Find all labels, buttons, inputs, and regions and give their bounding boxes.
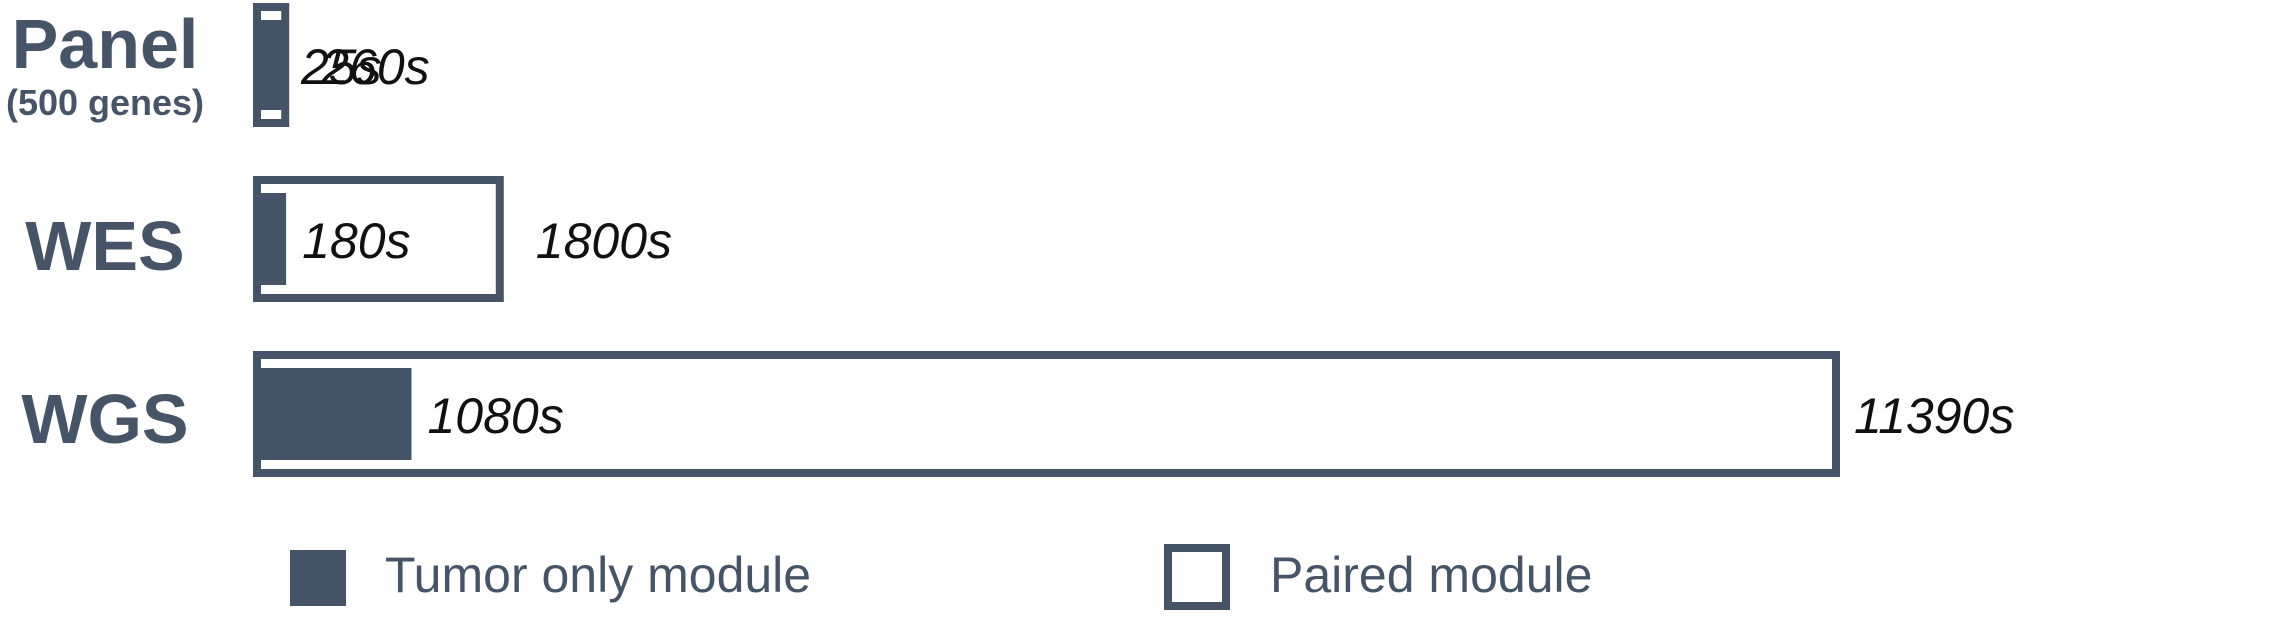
tumor-only-bar-wgs	[261, 368, 412, 460]
category-label-wes: WES	[25, 207, 184, 285]
tumor-only-bar-panel	[261, 20, 285, 110]
category-label-panel: Panel	[12, 5, 199, 83]
legend-swatch-paired	[1164, 544, 1230, 610]
paired-bar-wes	[253, 176, 504, 302]
legend-label-tumor-only: Tumor only module	[385, 547, 811, 603]
tumor-only-value-wgs: 1080s	[427, 388, 563, 444]
category-sublabel-panel: (500 genes)	[6, 82, 204, 123]
tumor-only-value-wes: 180s	[302, 213, 410, 269]
paired-bar-wgs	[253, 351, 1840, 477]
paired-bar-panel	[253, 3, 290, 127]
legend: Tumor only module Paired module	[290, 544, 1592, 610]
legend-swatch-tumor-only	[290, 550, 346, 606]
paired-value-panel: 260s	[320, 39, 429, 95]
tumor-only-value-panel: 25s	[300, 39, 382, 95]
category-label-wgs: WGS	[21, 380, 188, 458]
legend-label-paired: Paired module	[1270, 547, 1592, 603]
tumor-only-bar-wes	[261, 193, 287, 285]
paired-value-wgs: 11390s	[1854, 388, 2014, 444]
paired-value-wes: 1800s	[536, 213, 672, 269]
